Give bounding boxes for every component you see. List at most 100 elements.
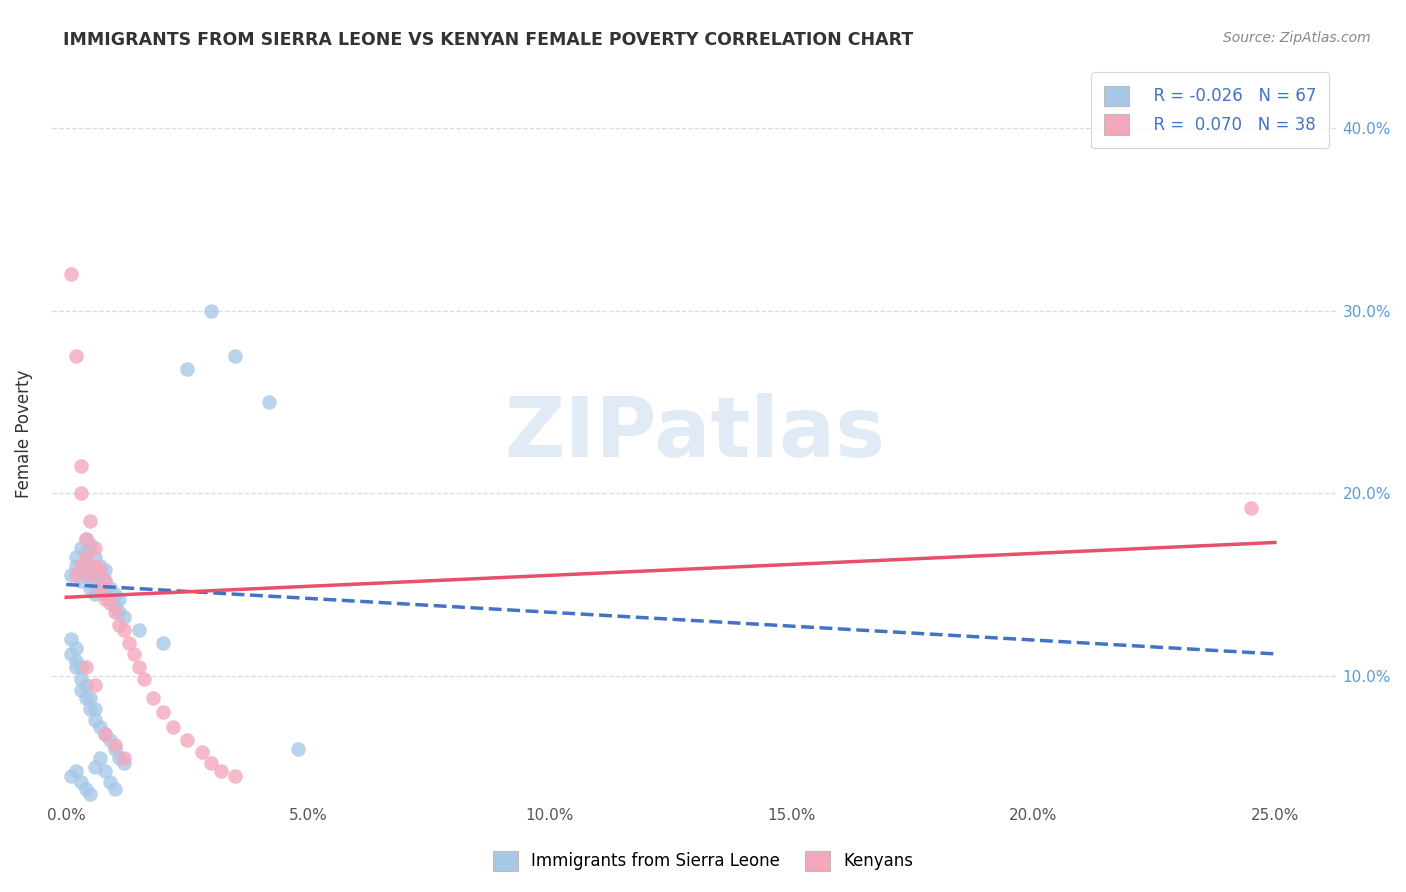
Point — [75, 544, 97, 558]
Point — [89, 568, 111, 582]
Point — [84, 550, 107, 565]
Legend: Immigrants from Sierra Leone, Kenyans: Immigrants from Sierra Leone, Kenyans — [485, 842, 921, 880]
Point — [132, 673, 155, 687]
Point — [60, 647, 83, 661]
Point — [162, 720, 184, 734]
Point — [65, 654, 87, 668]
Point — [94, 574, 117, 588]
Point — [65, 568, 87, 582]
Point — [98, 732, 121, 747]
Point — [60, 267, 83, 281]
Point — [79, 568, 101, 582]
Point — [94, 592, 117, 607]
Point — [190, 746, 212, 760]
Point — [79, 581, 101, 595]
Point — [89, 751, 111, 765]
Point — [75, 782, 97, 797]
Point — [89, 581, 111, 595]
Point — [84, 577, 107, 591]
Point — [79, 568, 101, 582]
Point — [69, 683, 91, 698]
Point — [65, 641, 87, 656]
Legend:   R = -0.026   N = 67,   R =  0.070   N = 38: R = -0.026 N = 67, R = 0.070 N = 38 — [1091, 72, 1329, 148]
Point — [104, 782, 127, 797]
Point — [142, 690, 165, 705]
Point — [84, 760, 107, 774]
Point — [69, 559, 91, 574]
Point — [75, 532, 97, 546]
Point — [84, 713, 107, 727]
Point — [104, 605, 127, 619]
Point — [75, 556, 97, 570]
Point — [176, 732, 198, 747]
Point — [104, 742, 127, 756]
Point — [122, 647, 145, 661]
Text: Source: ZipAtlas.com: Source: ZipAtlas.com — [1223, 31, 1371, 45]
Point — [152, 636, 174, 650]
Point — [108, 617, 131, 632]
Point — [65, 764, 87, 778]
Point — [79, 514, 101, 528]
Point — [75, 678, 97, 692]
Point — [84, 701, 107, 715]
Point — [69, 673, 91, 687]
Point — [118, 636, 141, 650]
Point — [200, 756, 222, 771]
Point — [69, 563, 91, 577]
Point — [84, 559, 107, 574]
Point — [89, 581, 111, 595]
Point — [108, 605, 131, 619]
Point — [89, 720, 111, 734]
Point — [69, 574, 91, 588]
Point — [75, 532, 97, 546]
Point — [224, 769, 246, 783]
Point — [287, 742, 309, 756]
Point — [75, 659, 97, 673]
Point — [65, 659, 87, 673]
Point — [79, 788, 101, 802]
Point — [84, 586, 107, 600]
Point — [94, 764, 117, 778]
Point — [98, 774, 121, 789]
Point — [128, 659, 150, 673]
Point — [65, 550, 87, 565]
Text: ZIPatlas: ZIPatlas — [505, 393, 886, 475]
Point — [209, 764, 232, 778]
Point — [79, 537, 101, 551]
Point — [69, 486, 91, 500]
Point — [108, 592, 131, 607]
Point — [84, 541, 107, 555]
Point — [94, 727, 117, 741]
Point — [224, 349, 246, 363]
Point — [94, 574, 117, 588]
Point — [79, 701, 101, 715]
Point — [94, 563, 117, 577]
Point — [75, 550, 97, 565]
Point — [89, 559, 111, 574]
Point — [89, 563, 111, 577]
Point — [1239, 500, 1261, 515]
Point — [128, 623, 150, 637]
Point — [69, 659, 91, 673]
Point — [112, 751, 135, 765]
Point — [112, 756, 135, 771]
Text: IMMIGRANTS FROM SIERRA LEONE VS KENYAN FEMALE POVERTY CORRELATION CHART: IMMIGRANTS FROM SIERRA LEONE VS KENYAN F… — [63, 31, 914, 49]
Point — [69, 774, 91, 789]
Point — [112, 623, 135, 637]
Point — [60, 769, 83, 783]
Point — [259, 395, 281, 409]
Point — [104, 599, 127, 614]
Point — [84, 678, 107, 692]
Point — [98, 596, 121, 610]
Point — [75, 568, 97, 582]
Point — [98, 592, 121, 607]
Point — [94, 586, 117, 600]
Point — [108, 751, 131, 765]
Point — [104, 738, 127, 752]
Point — [104, 586, 127, 600]
Point — [79, 559, 101, 574]
Point — [94, 727, 117, 741]
Point — [60, 568, 83, 582]
Point — [176, 362, 198, 376]
Point — [79, 690, 101, 705]
